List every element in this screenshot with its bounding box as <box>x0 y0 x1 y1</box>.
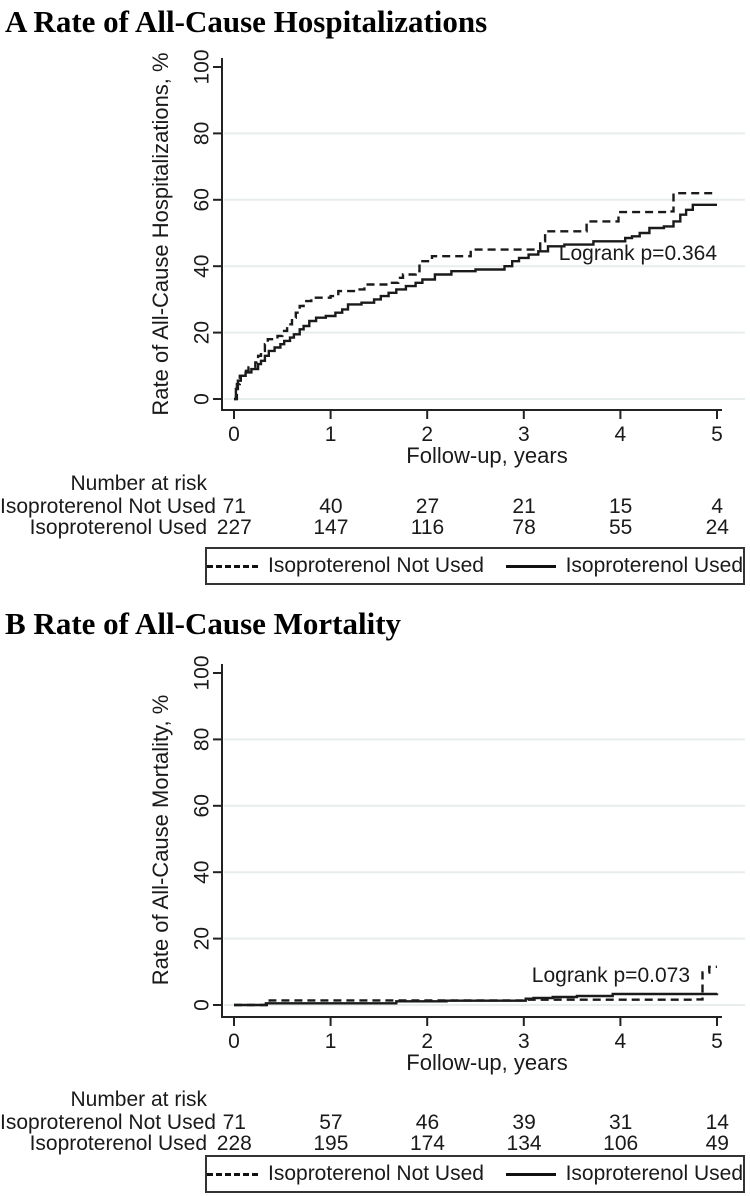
legend-panel-a: Isoproterenol Not Used Isoproterenol Use… <box>205 547 745 585</box>
y-tick-label: 0 <box>191 999 214 1011</box>
y-axis-title: Rate of All-Cause Mortality, % <box>148 695 173 986</box>
risk-value: 106 <box>603 1132 639 1155</box>
x-tick-label: 1 <box>325 423 337 446</box>
curve-used <box>234 203 717 401</box>
risk-row-values: 71 40 27 21 15 4 <box>186 495 750 519</box>
y-tick-label: 20 <box>191 321 214 344</box>
risk-header: Number at risk <box>70 1088 207 1111</box>
x-tick-label: 1 <box>325 1030 337 1053</box>
y-tick-label: 80 <box>191 728 214 751</box>
risk-row-label: Isoproterenol Not Used <box>0 494 216 518</box>
panel-b-title: B Rate of All-Cause Mortality <box>5 606 402 641</box>
risk-value: 4 <box>711 494 724 518</box>
solid-line-sample <box>505 564 556 568</box>
table-row: Isoproterenol Not Used 71 40 27 21 15 4 <box>0 494 750 519</box>
risk-value: 228 <box>216 1132 252 1155</box>
risk-value: 14 <box>705 1110 729 1134</box>
risk-value: 46 <box>415 1110 440 1134</box>
x-tick-label: 2 <box>421 423 433 446</box>
table-row: Isoproterenol Not Used 71 57 46 39 31 14 <box>0 1110 750 1135</box>
table-row: Isoproterenol Used 228 195 174 134 106 4… <box>0 1132 750 1156</box>
logrank-annotation: Logrank p=0.073 <box>532 964 690 987</box>
risk-table-panel-a: Number at risk Isoproterenol Not Used 71… <box>0 472 750 540</box>
y-tick-label: 60 <box>191 794 214 817</box>
risk-value: 40 <box>319 494 343 518</box>
legend-label-not-used: Isoproterenol Not Used <box>268 554 484 577</box>
curve-not-used <box>234 192 717 401</box>
risk-value: 71 <box>222 1110 246 1134</box>
legend-label-not-used: Isoproterenol Not Used <box>268 1162 484 1185</box>
risk-row-label: Isoproterenol Not Used <box>0 1110 216 1134</box>
x-tick-label: 4 <box>615 423 627 446</box>
y-axis-title: Rate of All-Cause Hospitalizations, % <box>148 52 173 415</box>
risk-value: 227 <box>216 516 252 539</box>
x-tick-label: 5 <box>711 423 723 446</box>
risk-value: 78 <box>512 516 536 539</box>
risk-value: 71 <box>222 494 246 518</box>
risk-row-values: 228 195 174 134 106 49 <box>186 1132 750 1156</box>
x-tick-label: 5 <box>711 1030 723 1053</box>
risk-value: 147 <box>313 516 349 539</box>
x-tick-label: 3 <box>518 1030 530 1053</box>
risk-row-values: 227 147 116 78 55 24 <box>186 516 750 540</box>
x-tick-label: 2 <box>421 1030 433 1053</box>
risk-value: 27 <box>415 494 440 518</box>
logrank-annotation: Logrank p=0.364 <box>559 242 718 265</box>
x-tick-label: 0 <box>228 423 240 446</box>
risk-value: 49 <box>705 1132 729 1155</box>
risk-value: 116 <box>410 516 445 539</box>
solid-line-sample <box>505 1172 556 1176</box>
table-row: Isoproterenol Used 227 147 116 78 55 24 <box>0 516 750 540</box>
x-tick-label: 0 <box>228 1030 240 1053</box>
risk-row-label: Isoproterenol Used <box>29 516 207 539</box>
y-tick-label: 60 <box>191 188 214 211</box>
risk-row-values: 71 57 46 39 31 14 <box>186 1111 750 1135</box>
risk-value: 39 <box>512 1110 536 1134</box>
risk-value: 24 <box>705 516 729 539</box>
y-tick-label: 100 <box>191 49 214 84</box>
x-axis-title: Follow-up, years <box>406 1050 567 1075</box>
curve-used <box>234 992 719 1007</box>
risk-value: 134 <box>506 1132 542 1155</box>
x-tick-label: 4 <box>615 1030 627 1053</box>
legend-label-used: Isoproterenol Used <box>565 1162 743 1185</box>
risk-value: 31 <box>608 1110 633 1134</box>
risk-value: 57 <box>319 1110 343 1134</box>
risk-value: 15 <box>608 494 633 518</box>
panel-a-title: A Rate of All-Cause Hospitalizations <box>5 4 488 39</box>
risk-value: 21 <box>512 494 536 518</box>
risk-value: 174 <box>409 1132 445 1155</box>
x-tick-label: 3 <box>518 423 530 446</box>
risk-header-row: Number at risk <box>0 1088 750 1111</box>
risk-header: Number at risk <box>70 472 207 495</box>
dashed-line-sample <box>207 564 258 568</box>
y-tick-label: 80 <box>191 122 214 145</box>
risk-value: 55 <box>608 516 633 539</box>
y-tick-label: 20 <box>191 927 214 950</box>
x-axis-title: Follow-up, years <box>406 443 567 468</box>
risk-value: 195 <box>313 1132 349 1155</box>
risk-row-label: Isoproterenol Used <box>29 1132 207 1155</box>
dashed-line-sample <box>207 1172 258 1176</box>
legend-panel-b: Isoproterenol Not Used Isoproterenol Use… <box>205 1155 745 1193</box>
legend-label-used: Isoproterenol Used <box>565 554 743 577</box>
y-tick-label: 40 <box>191 861 214 884</box>
risk-header-row: Number at risk <box>0 472 750 495</box>
curve-not-used <box>234 965 717 1007</box>
y-tick-label: 100 <box>191 655 214 690</box>
y-tick-label: 40 <box>191 255 214 278</box>
risk-table-panel-b: Number at risk Isoproterenol Not Used 71… <box>0 1088 750 1156</box>
y-tick-label: 0 <box>191 393 214 405</box>
